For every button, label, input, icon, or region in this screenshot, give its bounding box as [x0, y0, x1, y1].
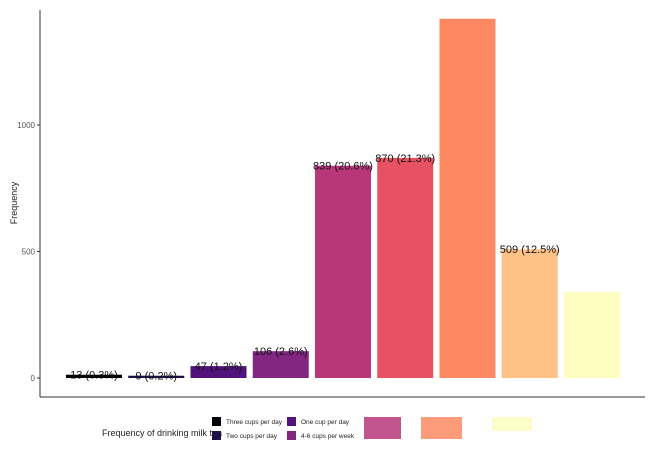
legend-label: Three cups per day [226, 419, 283, 426]
plot-area: 0 500 1000 13 (0.3%) 9 (0.2%) 47 (1.2%) 106 (… [17, 10, 645, 398]
bar-value-label: 9 (0.2%) [135, 371, 177, 383]
legend-swatch [212, 417, 221, 426]
legend-swatch [287, 417, 296, 426]
legend-title: Frequency of drinking milk tea [102, 428, 222, 438]
bars [66, 18, 620, 379]
legend-swatch [212, 431, 221, 440]
legend-swatch [364, 417, 401, 439]
legend-items: Three cups per day Two cups per day One cu… [212, 417, 532, 440]
legend-swatch [287, 431, 296, 440]
bar-value-label: 106 (2.6%) [254, 346, 308, 358]
y-tick-label: 1000 [17, 121, 35, 130]
bar [501, 249, 558, 378]
legend: Frequency of drinking milk tea Three cup… [102, 417, 532, 440]
bar-value-label: 870 (21.3%) [375, 153, 435, 165]
bar [564, 291, 620, 378]
legend-swatch [421, 417, 462, 439]
legend-label: 4-6 cups per week [301, 433, 355, 440]
y-axis-ticks: 0 500 1000 [17, 121, 40, 383]
bar-value-label: 839 (20.6%) [313, 161, 373, 173]
bar [252, 351, 309, 378]
bar [190, 366, 247, 378]
bar-value-label: 13 (0.3%) [70, 370, 118, 382]
bar [439, 18, 496, 379]
bar [66, 374, 122, 378]
bar-value-label: 509 (12.5%) [500, 244, 560, 256]
bar [315, 165, 371, 378]
legend-label: One cup per day [301, 419, 350, 426]
legend-swatch [492, 417, 532, 431]
y-tick-label: 0 [31, 374, 36, 383]
bar-labels: 13 (0.3%) 9 (0.2%) 47 (1.2%) 106 (2.6%) 839 … [70, 153, 560, 383]
bar-value-label: 47 (1.2%) [195, 361, 243, 373]
y-tick-label: 500 [22, 248, 36, 257]
legend-label: Two cups per day [226, 433, 278, 440]
y-axis-title: Frequency [9, 181, 19, 224]
bar [377, 157, 434, 378]
bar [128, 375, 185, 378]
